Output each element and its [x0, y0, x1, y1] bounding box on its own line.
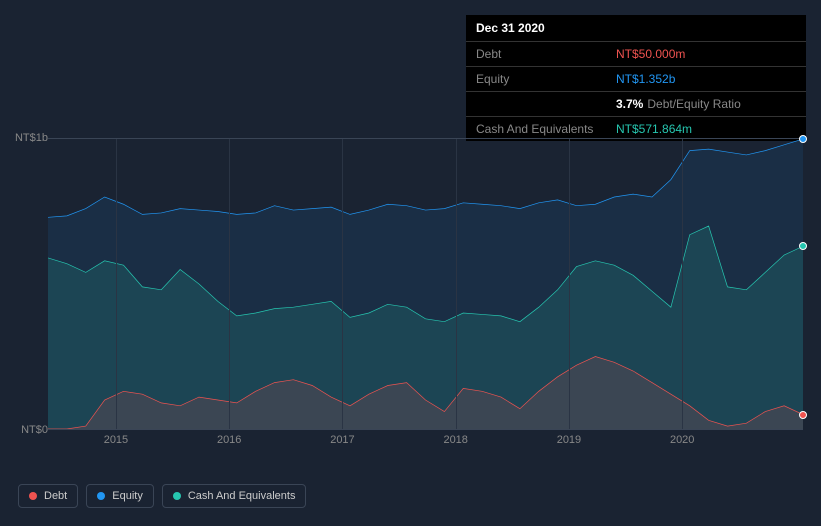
x-axis-label: 2016 [217, 434, 241, 446]
chart-svg [48, 139, 803, 429]
legend-label: Cash And Equivalents [188, 490, 296, 502]
x-axis-labels: 2015 2016 2017 2018 2019 2020 [48, 434, 803, 450]
tooltip-row: DebtNT$50.000m [466, 42, 806, 67]
x-axis-label: 2020 [670, 434, 694, 446]
legend-dot [97, 492, 105, 500]
plot-area [48, 138, 803, 430]
equity-end-marker [799, 135, 807, 143]
legend-dot [29, 492, 37, 500]
y-axis-bottom-label: NT$0 [21, 424, 48, 436]
tooltip-date: Dec 31 2020 [466, 15, 806, 42]
legend-label: Equity [112, 490, 143, 502]
financial-chart[interactable]: NT$1b NT$0 2015 2016 2017 2018 2019 2020 [18, 120, 803, 480]
legend-item-debt[interactable]: Debt [18, 484, 78, 508]
gridline [456, 139, 457, 429]
tooltip-row-value: NT$50.000m [606, 42, 806, 66]
tooltip-row: EquityNT$1.352b [466, 67, 806, 92]
x-axis-label: 2019 [557, 434, 581, 446]
tooltip-row-label: Debt [466, 42, 606, 66]
x-axis-label: 2018 [443, 434, 467, 446]
tooltip-row: 3.7%Debt/Equity Ratio [466, 92, 806, 117]
gridline [116, 139, 117, 429]
y-axis-top-label: NT$1b [15, 132, 48, 144]
gridline [342, 139, 343, 429]
gridline [569, 139, 570, 429]
legend-dot [173, 492, 181, 500]
x-axis-label: 2017 [330, 434, 354, 446]
legend-label: Debt [44, 490, 67, 502]
debt-end-marker [799, 411, 807, 419]
tooltip-row-label: Equity [466, 67, 606, 91]
tooltip-row-value: NT$1.352b [606, 67, 806, 91]
gridline [682, 139, 683, 429]
tooltip-row-label [466, 92, 606, 116]
chart-legend: Debt Equity Cash And Equivalents [18, 484, 306, 508]
tooltip-row-value: 3.7%Debt/Equity Ratio [606, 92, 806, 116]
cash-end-marker [799, 242, 807, 250]
legend-item-equity[interactable]: Equity [86, 484, 154, 508]
gridline [229, 139, 230, 429]
legend-item-cash-and-equivalents[interactable]: Cash And Equivalents [162, 484, 307, 508]
x-axis-label: 2015 [104, 434, 128, 446]
